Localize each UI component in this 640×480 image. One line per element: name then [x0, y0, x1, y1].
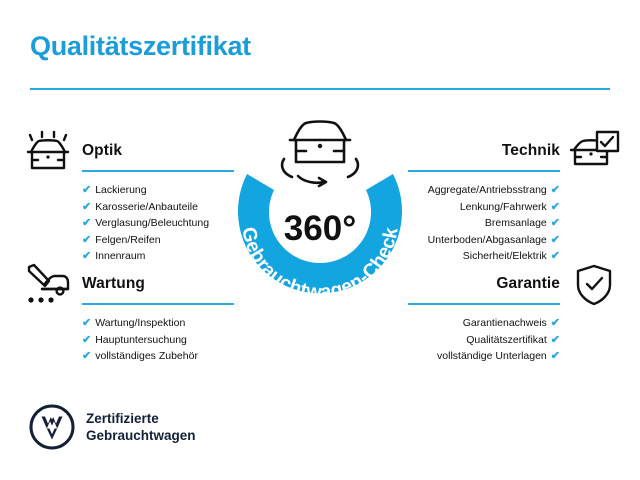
- car-shine-icon: [22, 130, 72, 174]
- section-divider: [82, 170, 234, 172]
- vw-logo-icon: [29, 404, 75, 450]
- check-icon: ✔: [82, 184, 92, 196]
- list-item-label: vollständige Unterlagen: [437, 350, 547, 362]
- section-wartung: Wartung ✔ Wartung/Inspektion ✔ Hauptunters…: [22, 263, 242, 362]
- list-item: ✔ Felgen/Reifen: [82, 232, 209, 249]
- list-item-label: Lenkung/Fahrwerk: [459, 200, 547, 213]
- section-title: Garantie: [496, 275, 560, 292]
- section-title: Optik: [82, 142, 123, 159]
- shield-check-icon: [568, 263, 618, 307]
- list-item-label: Hauptuntersuchung: [95, 333, 187, 346]
- check-icon: ✔: [82, 317, 92, 329]
- section-technik: Technik Aggregate/Antriebsstrang ✔ Lenkun…: [398, 130, 620, 262]
- section-header: Optik: [22, 130, 242, 176]
- list-item: Qualitätszertifikat ✔: [360, 332, 560, 349]
- list-item: ✔ Karosserie/Anbauteile: [82, 199, 209, 216]
- check-icon: ✔: [550, 200, 560, 213]
- list-item-label: Felgen/Reifen: [95, 233, 161, 246]
- checklist-garantie: Garantienachweis ✔ Qualitätszertifikat ✔ v…: [360, 315, 560, 365]
- car-rotation-icon: [280, 120, 360, 188]
- list-item: ✔ Wartung/Inspektion: [82, 315, 198, 332]
- list-item-label: Bremsanlage: [484, 217, 547, 229]
- checklist-wartung: ✔ Wartung/Inspektion ✔ Hauptuntersuchung ✔…: [82, 315, 198, 365]
- check-icon: ✔: [82, 200, 92, 213]
- list-item: vollständige Unterlagen ✔: [360, 348, 560, 365]
- section-title: Wartung: [82, 275, 145, 292]
- list-item: Bremsanlage ✔: [360, 215, 560, 232]
- section-garantie: Garantie Garantienachweis ✔ Qualitätszert…: [398, 263, 618, 362]
- check-icon: ✔: [82, 333, 92, 346]
- section-header: Wartung: [22, 263, 242, 309]
- list-item-label: Qualitätszertifikat: [466, 333, 547, 346]
- list-item: Unterboden/Abgasanlage ✔: [360, 232, 560, 249]
- section-header: Garantie: [398, 263, 618, 309]
- check-icon: ✔: [82, 217, 92, 229]
- checklist-technik: Aggregate/Antriebsstrang ✔ Lenkung/Fahrwe…: [360, 182, 560, 265]
- footer-brand-lockup: Zertifizierte Gebrauchtwagen: [29, 404, 289, 456]
- list-item: Aggregate/Antriebsstrang ✔: [360, 182, 560, 199]
- car-wrench-icon: [22, 263, 72, 307]
- list-item-label: Aggregate/Antriebsstrang: [427, 184, 547, 196]
- page-title: Qualitätszertifikat: [30, 31, 251, 61]
- check-icon: ✔: [82, 350, 92, 362]
- list-item: Sicherheit/Elektrik ✔: [360, 248, 560, 265]
- car-checkbox-icon: [568, 130, 620, 174]
- list-item-label: Lackierung: [95, 184, 147, 196]
- section-header: Technik: [398, 130, 620, 176]
- checklist-optik: ✔ Lackierung ✔ Karosserie/Anbauteile ✔ Verg…: [82, 182, 209, 265]
- section-divider: [82, 303, 234, 305]
- section-divider: [408, 303, 560, 305]
- list-item: ✔ vollständiges Zubehör: [82, 348, 198, 365]
- list-item-label: Innenraum: [95, 250, 146, 262]
- check-icon: ✔: [550, 184, 560, 196]
- list-item: ✔ Hauptuntersuchung: [82, 332, 198, 349]
- check-icon: ✔: [550, 233, 560, 246]
- list-item: Garantienachweis ✔: [360, 315, 560, 332]
- list-item-label: Wartung/Inspektion: [95, 317, 186, 329]
- section-title: Technik: [501, 142, 560, 159]
- check-icon: ✔: [82, 233, 92, 246]
- list-item-label: Sicherheit/Elektrik: [462, 250, 547, 262]
- list-item-label: vollständiges Zubehör: [95, 350, 198, 362]
- check-icon: ✔: [550, 250, 560, 262]
- list-item-label: Garantienachweis: [462, 317, 547, 329]
- check-icon: ✔: [82, 250, 92, 262]
- list-item-label: Unterboden/Abgasanlage: [427, 233, 547, 246]
- section-optik: Optik ✔ Lackierung ✔ Karosserie/Anbauteile…: [22, 130, 242, 262]
- list-item-label: Verglasung/Beleuchtung: [95, 217, 210, 229]
- ring-shape: [238, 174, 402, 294]
- list-item: Lenkung/Fahrwerk ✔: [360, 199, 560, 216]
- title-divider: [30, 88, 610, 90]
- check-icon: ✔: [550, 350, 560, 362]
- section-divider: [408, 170, 560, 172]
- check-icon: ✔: [550, 217, 560, 229]
- check-icon: ✔: [550, 333, 560, 346]
- list-item: ✔ Verglasung/Beleuchtung: [82, 215, 209, 232]
- footer-line-1: Zertifizierte: [86, 411, 159, 426]
- check-icon: ✔: [550, 317, 560, 329]
- list-item: ✔ Innenraum: [82, 248, 209, 265]
- list-item: ✔ Lackierung: [82, 182, 209, 199]
- 360-check-badge: Gebrauchtwagen-Check 360°: [220, 112, 420, 312]
- list-item-label: Karosserie/Anbauteile: [95, 200, 198, 213]
- footer-line-2: Gebrauchtwagen: [86, 427, 196, 443]
- footer-brand-text: Zertifizierte Gebrauchtwagen: [86, 411, 196, 444]
- badge-center-label: 360°: [284, 209, 356, 248]
